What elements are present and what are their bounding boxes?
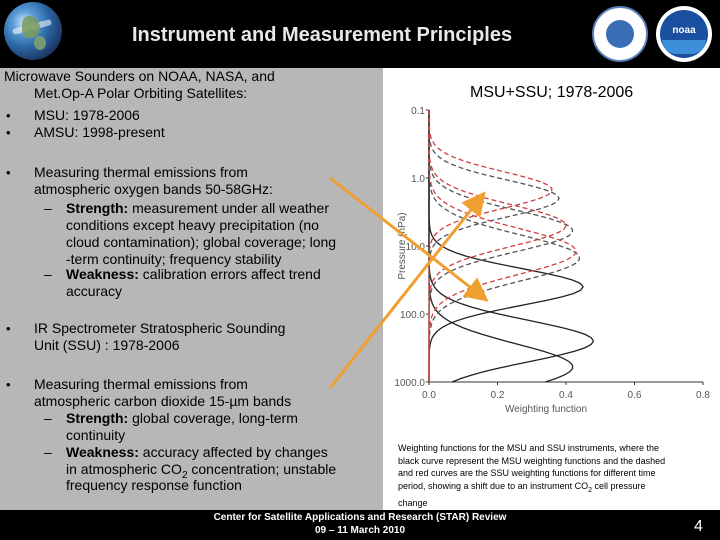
strength-1-line-4: -term continuity; frequency stability [66, 251, 282, 267]
y-tick-label: 1000.0 [394, 378, 425, 389]
dash-3: – [44, 410, 52, 426]
dash-4: – [44, 444, 52, 460]
strength-1-line-3: cloud contamination); global coverage; l… [66, 234, 337, 250]
chart-heading: MSU+SSU; 1978-2006 [470, 84, 634, 101]
amsu-years: AMSU: 1998-present [34, 124, 165, 140]
weakness-1-line-2: accuracy [66, 283, 123, 299]
weakness-2-line-2: in atmospheric CO2 concentration; unstab… [66, 461, 337, 481]
weighting-curve [428, 110, 580, 382]
weakness-2-line-1: Weakness: accuracy affected by changes [66, 444, 328, 460]
x-tick-label: 0.6 [628, 390, 642, 401]
y-tick-label: 10.0 [406, 242, 426, 253]
bullet-3: • [6, 165, 11, 180]
footer-text: Center for Satellite Applications and Re… [213, 512, 507, 536]
intro-line-2: Met.Op-A Polar Orbiting Satellites: [34, 85, 248, 101]
nesdis-logo-icon [592, 6, 648, 62]
y-tick-label: 0.1 [411, 106, 425, 117]
right-chart-panel [383, 68, 720, 510]
weighting-curve [428, 110, 574, 383]
chart-caption: Weighting functions for the MSU and SSU … [398, 443, 666, 508]
weakness-1-line-1: Weakness: calibration errors affect tren… [66, 266, 321, 282]
weighting-curve [428, 110, 577, 382]
intro-line-1: Microwave Sounders on NOAA, NASA, and [4, 68, 275, 84]
strength-2-line-1: Strength: global coverage, long-term [66, 410, 298, 426]
chart-plot-area: 0.1 1.0 10.0 100.0 1000.00.0 0.2 0.4 0.6 0.8 Pres… [394, 106, 710, 415]
x-tick-label: 0.2 [491, 390, 505, 401]
msu-years: MSU: 1978-2006 [34, 107, 140, 123]
noaa-logo-icon: noaa [656, 6, 712, 62]
strength-1-line-1: Strength: measurement under all weather [66, 200, 329, 216]
bullet-4: • [6, 321, 11, 336]
strength-1-line-2: conditions except heavy precipitation (n… [66, 217, 319, 233]
weighting-curve [428, 110, 560, 382]
earth-globe-icon [4, 2, 62, 60]
weighting-function-chart: 0.1 1.0 10.0 100.0 1000.00.0 0.2 0.4 0.6 0.8 Pres… [394, 106, 710, 415]
page-number: 4 [694, 518, 703, 535]
strength-2-line-2: continuity [66, 427, 126, 443]
co2-line-1: Measuring thermal emissions from [34, 376, 248, 392]
y-axis-label: Pressure (hPa) [397, 212, 408, 279]
x-tick-label: 0.0 [422, 390, 436, 401]
bullet-5: • [6, 377, 11, 392]
x-tick-label: 0.8 [696, 390, 710, 401]
slide-title: Instrument and Measurement Principles [132, 24, 513, 46]
bullet-1: • [6, 108, 11, 123]
noaa-logo-text: noaa [672, 25, 696, 36]
ssu-line-2: Unit (SSU) : 1978-2006 [34, 337, 180, 353]
co2-line-2: atmospheric carbon dioxide 15-µm bands [34, 393, 292, 409]
weakness-2-line-3: frequency response function [66, 477, 242, 493]
bullet-2: • [6, 125, 11, 140]
x-axis-label: Weighting function [505, 404, 587, 415]
x-tick-label: 0.4 [559, 390, 573, 401]
dash-2: – [44, 266, 52, 282]
weighting-curve [428, 110, 567, 382]
arrow-msu [329, 176, 489, 302]
arrow-ssu [328, 191, 486, 389]
footer-bar [0, 510, 720, 540]
oxygen-line-2: atmospheric oxygen bands 50-58GHz: [34, 181, 273, 197]
oxygen-line-1: Measuring thermal emissions from [34, 164, 248, 180]
left-text-panel [0, 68, 383, 510]
y-tick-label: 100.0 [400, 310, 425, 321]
y-tick-label: 1.0 [411, 174, 425, 185]
dash-1: – [44, 200, 52, 216]
ssu-line-1: IR Spectrometer Stratospheric Sounding [34, 320, 286, 336]
